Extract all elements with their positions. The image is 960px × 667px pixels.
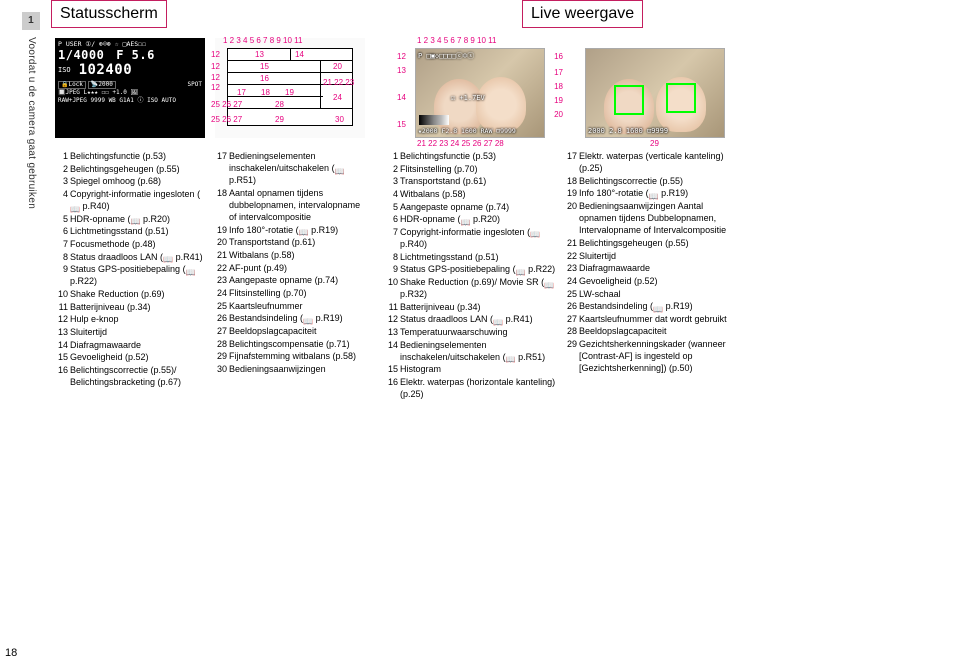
list-item: Belichtingsfunctie (p.53) (385, 150, 560, 162)
list-item: Kaartsleufnummer (214, 300, 369, 312)
list-item: Diafragmawaarde (564, 262, 739, 274)
list-item: Belichtingsgeheugen (p.55) (564, 237, 739, 249)
list-item: Bedieningselementen inschakelen/uitschak… (214, 150, 369, 186)
list-item: Status draadloos LAN ( p.R41) (55, 251, 210, 263)
list-item: Aangepaste opname (p.74) (385, 201, 560, 213)
list-item: Lichtmetingsstand (p.51) (55, 225, 210, 237)
list-item: Bestandsindeling ( p.R19) (564, 300, 739, 312)
list-item: Bedieningselementen inschakelen/uitschak… (385, 339, 560, 363)
list-item: Sluitertijd (564, 250, 739, 262)
list-item: Flitsinstelling (p.70) (214, 287, 369, 299)
list-item: Fijnafstemming witbalans (p.58) (214, 350, 369, 362)
live-diagram-1: 1 2 3 4 5 6 7 8 9 10 11 P □▣◇□□□□ⓒ☺ⓢ ☑ +… (397, 38, 565, 148)
list-item: Witbalans (p.58) (214, 249, 369, 261)
list-item: Kaartsleufnummer dat wordt gebruikt (564, 313, 739, 325)
page-content: Statusscherm Live weergave P USER ①/ ⊕☺⊛… (55, 0, 955, 667)
status-list-right: Bedieningselementen inschakelen/uitschak… (214, 150, 369, 401)
list-item: Diafragmawaarde (55, 339, 210, 351)
list-item: Beeldopslagcapaciteit (214, 325, 369, 337)
list-item: Aangepaste opname (p.74) (214, 274, 369, 286)
list-item: Belichtingscompensatie (p.71) (214, 338, 369, 350)
list-item: Status GPS-positiebepaling ( p.R22) (55, 263, 210, 287)
list-item: LW-schaal (564, 288, 739, 300)
list-item: Flitsinstelling (p.70) (385, 163, 560, 175)
live-title: Live weergave (522, 0, 643, 28)
list-item: Belichtingsgeheugen (p.55) (55, 163, 210, 175)
list-item: Sluitertijd (55, 326, 210, 338)
status-list-left: Belichtingsfunctie (p.53)Belichtingsgehe… (55, 150, 210, 401)
list-item: Shake Reduction (p.69) (55, 288, 210, 300)
list-item: Belichtingsfunctie (p.53) (55, 150, 210, 162)
list-item: Transportstand (p.61) (385, 175, 560, 187)
list-item: Copyright-informatie ingesloten ( p.R40) (385, 226, 560, 250)
side-tab: 1 Voordat u de camera gaat gebruiken (22, 12, 40, 612)
list-item: Spiegel omhoog (p.68) (55, 175, 210, 187)
list-item: Batterijniveau (p.34) (55, 301, 210, 313)
list-item: Status draadloos LAN ( p.R41) (385, 313, 560, 325)
list-item: AF-punt (p.49) (214, 262, 369, 274)
chapter-title: Voordat u de camera gaat gebruiken (26, 37, 37, 209)
list-item: Temperatuurwaarschuwing (385, 326, 560, 338)
list-item: Elektr. waterpas (verticale kanteling) (… (564, 150, 739, 174)
status-figures: P USER ①/ ⊕☺⊛ ☆ □AES☐☐ 1/4000 F 5.6 ISO … (55, 38, 955, 148)
list-item: Aantal opnamen tijdens dubbelopnamen, in… (214, 187, 369, 223)
list-item: Bedieningsaanwijzingen (214, 363, 369, 375)
list-item: Lichtmetingsstand (p.51) (385, 251, 560, 263)
list-item: Belichtingscorrectie (p.55)/ Belichtings… (55, 364, 210, 388)
list-item: Witbalans (p.58) (385, 188, 560, 200)
lcd-screen: P USER ①/ ⊕☺⊛ ☆ □AES☐☐ 1/4000 F 5.6 ISO … (55, 38, 205, 138)
list-item: Status GPS-positiebepaling ( p.R22) (385, 263, 560, 275)
list-item: Batterijniveau (p.34) (385, 301, 560, 313)
list-item: Shake Reduction (p.69)/ Movie SR ( p.R32… (385, 276, 560, 300)
list-item: Bestandsindeling ( p.R19) (214, 312, 369, 324)
list-item: Belichtingscorrectie (p.55) (564, 175, 739, 187)
live-list-left: Belichtingsfunctie (p.53)Flitsinstelling… (385, 150, 560, 401)
list-item: Info 180°-rotatie ( p.R19) (564, 187, 739, 199)
list-item: Gevoeligheid (p.52) (564, 275, 739, 287)
list-item: Hulp e-knop (55, 313, 210, 325)
status-diagram: 1 2 3 4 5 6 7 8 9 10 11 12 13 14 12 15 2… (215, 38, 365, 138)
list-item: HDR-opname ( p.R20) (385, 213, 560, 225)
list-item: Beeldopslagcapaciteit (564, 325, 739, 337)
list-item: Gezichtsherkenningskader (wanneer [Contr… (564, 338, 739, 374)
list-item: Copyright-informatie ingesloten ( p.R40) (55, 188, 210, 212)
list-item: Gevoeligheid (p.52) (55, 351, 210, 363)
status-title: Statusscherm (51, 0, 167, 28)
live-list-right: Elektr. waterpas (verticale kanteling) (… (564, 150, 739, 401)
list-item: Transportstand (p.61) (214, 236, 369, 248)
list-item: Info 180°-rotatie ( p.R19) (214, 224, 369, 236)
list-item: Focusmethode (p.48) (55, 238, 210, 250)
list-item: Bedieningsaanwijzingen Aantal opnamen ti… (564, 200, 739, 236)
page-number: 18 (5, 647, 17, 659)
live-diagram-2: 2000 2.8 1600 ⊡9999 29 (575, 38, 743, 148)
list-item: Elektr. waterpas (horizontale kanteling)… (385, 376, 560, 400)
header-row: Statusscherm Live weergave (51, 0, 955, 34)
list-item: HDR-opname ( p.R20) (55, 213, 210, 225)
chapter-num: 1 (22, 12, 40, 30)
list-item: Histogram (385, 363, 560, 375)
